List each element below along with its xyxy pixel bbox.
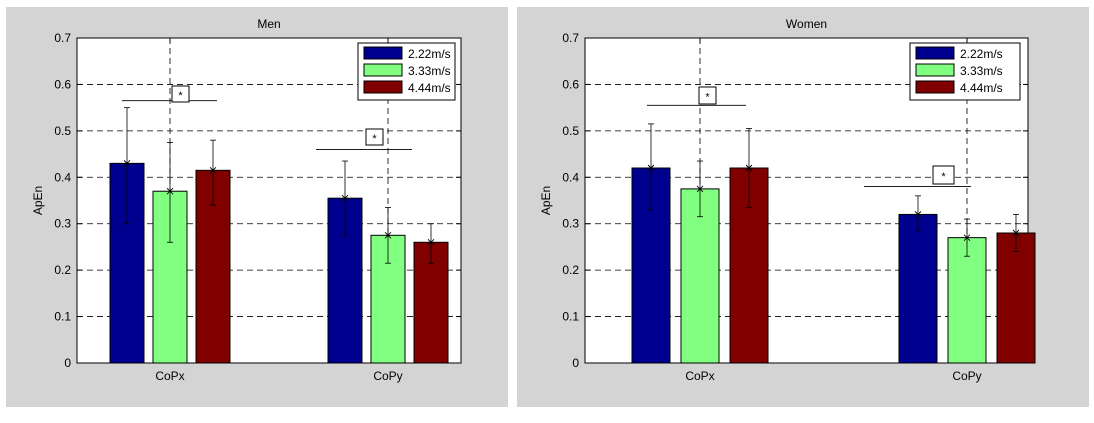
mean-marker — [166, 187, 174, 195]
legend-swatch — [363, 46, 403, 60]
legend-swatch — [915, 80, 955, 94]
significance-box — [698, 86, 717, 105]
y-axis-title: ApEn — [539, 186, 553, 215]
significance-label: * — [372, 133, 377, 145]
y-tick-label: 0.1 — [54, 310, 71, 324]
bar — [680, 188, 720, 364]
y-axis-title: ApEn — [31, 186, 45, 215]
x-tick-label: CoPy — [373, 369, 402, 383]
y-tick-label: 0.2 — [54, 263, 71, 277]
y-tick-label: 0.5 — [562, 124, 579, 138]
y-tick-label: 0.6 — [54, 77, 71, 91]
y-tick-label: 0.3 — [54, 217, 71, 231]
legend-swatch — [363, 63, 403, 77]
mean-marker — [427, 238, 435, 246]
legend-label: 2.22m/s — [960, 47, 1003, 61]
y-tick-label: 0 — [572, 356, 579, 370]
mean-marker — [123, 160, 131, 167]
legend-swatch — [915, 46, 955, 60]
bar — [996, 232, 1036, 364]
legend-label: 4.44m/s — [408, 81, 451, 95]
y-tick-label: 0.2 — [562, 263, 579, 277]
legend-label: 4.44m/s — [960, 81, 1003, 95]
y-tick-label: 0.7 — [562, 31, 579, 45]
y-tick-label: 0.5 — [54, 124, 71, 138]
bar — [898, 213, 938, 364]
chart-panel-women: Women 0 0.1 0.2 0.3 0.4 0.5 0.6 0.7 ApEn CoPx CoPy *… — [517, 7, 1089, 407]
significance-box — [171, 85, 190, 103]
mean-marker — [914, 211, 922, 218]
chart-title: Women — [786, 17, 827, 31]
legend-label: 2.22m/s — [408, 47, 451, 61]
significance-label: * — [941, 171, 946, 183]
mean-marker — [647, 164, 655, 172]
mean-marker — [209, 167, 217, 174]
y-tick-label: 0.4 — [54, 170, 71, 184]
y-tick-label: 0.7 — [54, 31, 71, 45]
mean-marker — [384, 232, 392, 239]
significance-box — [932, 165, 955, 185]
mean-marker — [1012, 229, 1020, 237]
legend-label: 3.33m/s — [960, 64, 1003, 78]
legend-label: 3.33m/s — [408, 64, 451, 78]
mean-marker — [745, 164, 753, 172]
legend-swatch — [363, 80, 403, 94]
y-tick-label: 0 — [64, 356, 71, 370]
x-tick-label: CoPy — [952, 369, 981, 383]
x-tick-label: CoPx — [685, 369, 714, 383]
y-tick-label: 0.3 — [562, 217, 579, 231]
x-tick-label: CoPx — [155, 369, 184, 383]
significance-label: * — [178, 90, 183, 102]
significance-box — [365, 128, 384, 146]
mean-marker — [963, 234, 971, 241]
y-tick-label: 0.1 — [562, 310, 579, 324]
mean-marker — [341, 194, 349, 202]
chart-panel-men: Men 0 0.1 0.2 0.3 0.4 0.5 0.6 0.7 ApEn CoPx CoPy * * 2… — [6, 7, 508, 407]
y-tick-label: 0.6 — [562, 77, 579, 91]
chart-title: Men — [257, 17, 280, 31]
legend-swatch — [915, 63, 955, 77]
y-tick-label: 0.4 — [562, 170, 579, 184]
significance-label: * — [705, 92, 710, 104]
mean-marker — [696, 185, 704, 193]
